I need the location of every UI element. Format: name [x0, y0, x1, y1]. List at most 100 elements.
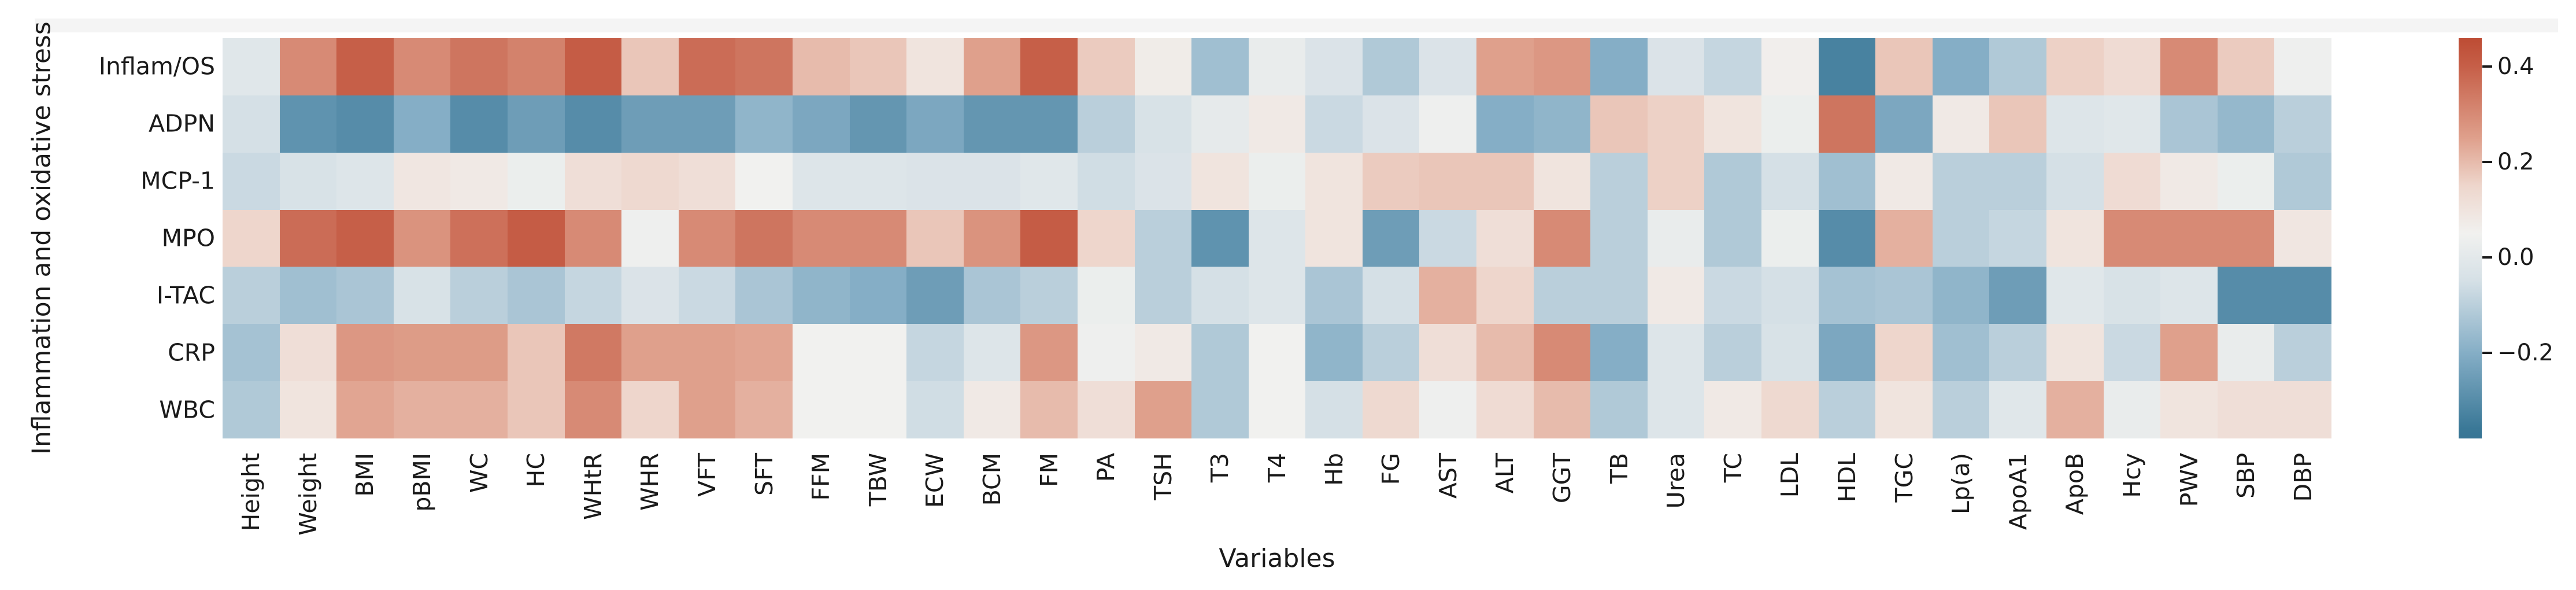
- heatmap-cell: [1362, 209, 1420, 267]
- row-tick-label: ADPN: [148, 109, 215, 138]
- column-tick-label: T4: [1263, 453, 1291, 483]
- heatmap-cell: [2274, 209, 2331, 267]
- heatmap-cell: [1875, 324, 1933, 382]
- column-tick-label: SFT: [750, 453, 778, 496]
- heatmap-cell: [963, 267, 1021, 325]
- heatmap-cell: [279, 152, 337, 210]
- heatmap-cell: [336, 381, 394, 438]
- heatmap-cell: [1533, 381, 1591, 438]
- heatmap-cell: [1077, 38, 1135, 95]
- heatmap-cell: [1419, 152, 1477, 210]
- column-tick-label: TBW: [864, 453, 892, 507]
- heatmap-cell: [1305, 324, 1363, 382]
- heatmap-cell: [450, 324, 508, 382]
- heatmap-cell: [2217, 381, 2275, 438]
- heatmap-cell: [1818, 38, 1876, 95]
- column-tick-label: SBP: [2232, 453, 2260, 499]
- heatmap-cell: [735, 324, 793, 382]
- column-tick-label: TSH: [1149, 453, 1177, 500]
- heatmap-cell: [1989, 38, 2047, 95]
- heatmap-cell: [792, 38, 850, 95]
- heatmap-cell: [564, 267, 622, 325]
- heatmap-cell: [2160, 267, 2218, 325]
- heatmap-cell: [1305, 38, 1363, 95]
- heatmap-cell: [223, 152, 280, 210]
- heatmap-cell: [1077, 152, 1135, 210]
- heatmap-cell: [735, 152, 793, 210]
- heatmap-cell: [1248, 209, 1306, 267]
- column-tick-label: FFM: [807, 453, 835, 501]
- colorbar: [2459, 38, 2482, 438]
- heatmap-cell: [1590, 381, 1648, 438]
- heatmap-cell: [1590, 38, 1648, 95]
- heatmap-cell: [1647, 38, 1705, 95]
- heatmap-cell: [1248, 95, 1306, 153]
- heatmap-cell: [963, 152, 1021, 210]
- heatmap-cell: [1704, 152, 1762, 210]
- column-tick-label: ECW: [921, 453, 949, 508]
- heatmap-cell: [336, 209, 394, 267]
- heatmap-cell: [450, 38, 508, 95]
- heatmap-cell: [1818, 381, 1876, 438]
- column-tick-label: VFT: [693, 453, 721, 497]
- heatmap-cell: [1020, 152, 1078, 210]
- column-tick-label: GGT: [1548, 453, 1576, 504]
- heatmap-cell: [336, 152, 394, 210]
- heatmap-cell: [1419, 267, 1477, 325]
- heatmap-cell: [279, 95, 337, 153]
- column-tick-label: TGC: [1890, 453, 1918, 503]
- heatmap-cell: [1191, 38, 1249, 95]
- column-tick-label: WHR: [636, 453, 664, 511]
- colorbar-tick-label: 0.4: [2497, 53, 2534, 80]
- heatmap-cell: [678, 209, 736, 267]
- heatmap-cell: [393, 152, 451, 210]
- heatmap-cell: [678, 152, 736, 210]
- heatmap-cell: [2217, 209, 2275, 267]
- column-tick-label: LDL: [1776, 453, 1804, 498]
- heatmap-cell: [1704, 209, 1762, 267]
- heatmap-cell: [2046, 38, 2104, 95]
- heatmap-cell: [1476, 209, 1534, 267]
- column-tick-label: ApoA1: [2004, 453, 2032, 530]
- row-tick-label: WBC: [159, 396, 215, 424]
- heatmap-cell: [1248, 38, 1306, 95]
- heatmap-cell: [564, 95, 622, 153]
- column-tick-label: BMI: [351, 453, 379, 497]
- heatmap-cell: [1362, 152, 1420, 210]
- heatmap-cell: [1932, 267, 1990, 325]
- colorbar-tick-mark: [2482, 65, 2492, 68]
- heatmap-cell: [1362, 38, 1420, 95]
- column-tick-label: BCM: [978, 453, 1006, 506]
- heatmap-cell: [1476, 324, 1534, 382]
- heatmap-cell: [1077, 267, 1135, 325]
- heatmap-cell: [2274, 267, 2331, 325]
- heatmap-cell: [1191, 381, 1249, 438]
- column-tick-label: pBMI: [408, 453, 436, 512]
- heatmap-cell: [792, 381, 850, 438]
- heatmap-cell: [1932, 38, 1990, 95]
- heatmap-cell: [223, 38, 280, 95]
- heatmap-cell: [1362, 267, 1420, 325]
- heatmap-cell: [1020, 324, 1078, 382]
- heatmap-cell: [2160, 152, 2218, 210]
- heatmap-cell: [1305, 152, 1363, 210]
- heatmap-cell: [2274, 324, 2331, 382]
- heatmap-cell: [621, 324, 679, 382]
- heatmap-cell: [336, 95, 394, 153]
- heatmap-cell: [678, 381, 736, 438]
- heatmap-cell: [2046, 209, 2104, 267]
- colorbar-tick-label: 0.2: [2497, 149, 2534, 176]
- heatmap-cell: [1191, 324, 1249, 382]
- heatmap-cell: [1134, 381, 1192, 438]
- heatmap-cell: [336, 38, 394, 95]
- heatmap-cell: [1647, 267, 1705, 325]
- heatmap-cell: [2160, 324, 2218, 382]
- heatmap-cell: [1305, 381, 1363, 438]
- heatmap-cell: [1989, 267, 2047, 325]
- colorbar-tick-mark: [2482, 161, 2492, 164]
- column-tick-label: Height: [237, 453, 265, 532]
- heatmap-cell: [2160, 209, 2218, 267]
- heatmap-cell: [906, 38, 964, 95]
- column-tick-label: Lp(a): [1947, 453, 1975, 514]
- column-tick-label: HC: [522, 453, 550, 488]
